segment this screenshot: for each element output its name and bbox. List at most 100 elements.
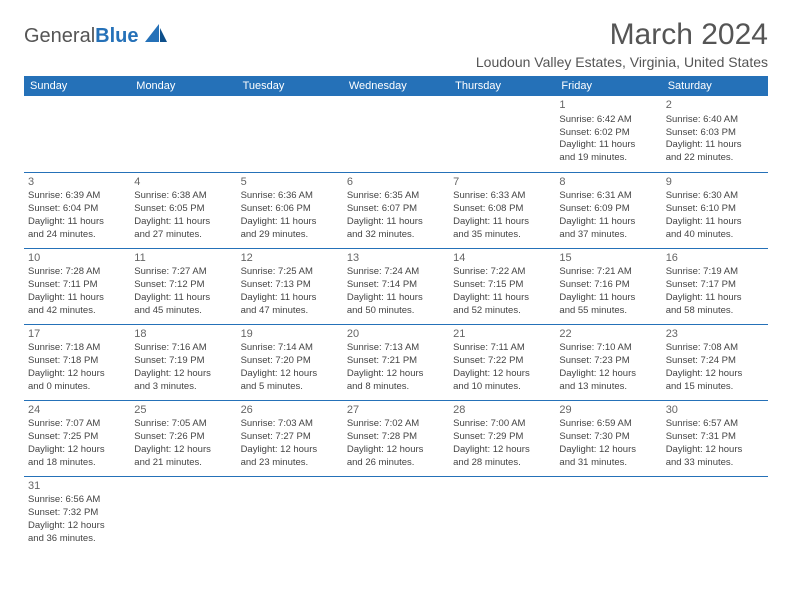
daylight-line: and 52 minutes.: [453, 305, 551, 318]
logo-text: GeneralBlue: [24, 25, 139, 48]
daylight-line: and 40 minutes.: [666, 229, 764, 242]
empty-cell: [662, 476, 768, 552]
daylight-line: and 26 minutes.: [347, 457, 445, 470]
day-number: 26: [241, 403, 339, 418]
sunset-line: Sunset: 6:04 PM: [28, 203, 126, 216]
day-number: 18: [134, 327, 232, 342]
daylight-line: and 22 minutes.: [666, 152, 764, 165]
sunset-line: Sunset: 7:29 PM: [453, 431, 551, 444]
day-number: 22: [559, 327, 657, 342]
daylight-line: and 58 minutes.: [666, 305, 764, 318]
daylight-line: Daylight: 11 hours: [241, 292, 339, 305]
day-number: 21: [453, 327, 551, 342]
sunrise-line: Sunrise: 7:00 AM: [453, 418, 551, 431]
day-cell: 24Sunrise: 7:07 AMSunset: 7:25 PMDayligh…: [24, 400, 130, 476]
empty-cell: [237, 476, 343, 552]
logo-text-gray: General: [24, 25, 95, 47]
daylight-line: Daylight: 12 hours: [241, 444, 339, 457]
day-cell: 30Sunrise: 6:57 AMSunset: 7:31 PMDayligh…: [662, 400, 768, 476]
daylight-line: and 28 minutes.: [453, 457, 551, 470]
day-cell: 20Sunrise: 7:13 AMSunset: 7:21 PMDayligh…: [343, 324, 449, 400]
daylight-line: Daylight: 11 hours: [559, 216, 657, 229]
sunrise-line: Sunrise: 6:56 AM: [28, 494, 126, 507]
daylight-line: Daylight: 11 hours: [666, 292, 764, 305]
daylight-line: Daylight: 11 hours: [453, 216, 551, 229]
day-number: 30: [666, 403, 764, 418]
location: Loudoun Valley Estates, Virginia, United…: [476, 54, 768, 70]
day-header: Tuesday: [237, 76, 343, 96]
day-cell: 16Sunrise: 7:19 AMSunset: 7:17 PMDayligh…: [662, 248, 768, 324]
day-header: Monday: [130, 76, 236, 96]
daylight-line: Daylight: 12 hours: [241, 368, 339, 381]
sunrise-line: Sunrise: 7:05 AM: [134, 418, 232, 431]
header: GeneralBlue March 2024 Loudoun Valley Es…: [24, 18, 768, 70]
day-cell: 22Sunrise: 7:10 AMSunset: 7:23 PMDayligh…: [555, 324, 661, 400]
day-cell: 7Sunrise: 6:33 AMSunset: 6:08 PMDaylight…: [449, 172, 555, 248]
calendar-row: 17Sunrise: 7:18 AMSunset: 7:18 PMDayligh…: [24, 324, 768, 400]
daylight-line: and 31 minutes.: [559, 457, 657, 470]
logo-text-blue: Blue: [95, 25, 138, 47]
daylight-line: and 37 minutes.: [559, 229, 657, 242]
daylight-line: and 27 minutes.: [134, 229, 232, 242]
sunrise-line: Sunrise: 7:16 AM: [134, 342, 232, 355]
day-cell: 29Sunrise: 6:59 AMSunset: 7:30 PMDayligh…: [555, 400, 661, 476]
sunset-line: Sunset: 7:26 PM: [134, 431, 232, 444]
day-cell: 23Sunrise: 7:08 AMSunset: 7:24 PMDayligh…: [662, 324, 768, 400]
day-cell: 6Sunrise: 6:35 AMSunset: 6:07 PMDaylight…: [343, 172, 449, 248]
daylight-line: Daylight: 11 hours: [559, 139, 657, 152]
day-cell: 25Sunrise: 7:05 AMSunset: 7:26 PMDayligh…: [130, 400, 236, 476]
sunrise-line: Sunrise: 7:28 AM: [28, 266, 126, 279]
sunset-line: Sunset: 7:31 PM: [666, 431, 764, 444]
daylight-line: Daylight: 12 hours: [559, 444, 657, 457]
sunrise-line: Sunrise: 6:36 AM: [241, 190, 339, 203]
sunrise-line: Sunrise: 6:30 AM: [666, 190, 764, 203]
day-number: 14: [453, 251, 551, 266]
sunset-line: Sunset: 6:09 PM: [559, 203, 657, 216]
sunset-line: Sunset: 7:14 PM: [347, 279, 445, 292]
day-number: 16: [666, 251, 764, 266]
calendar-row: 10Sunrise: 7:28 AMSunset: 7:11 PMDayligh…: [24, 248, 768, 324]
sunrise-line: Sunrise: 7:25 AM: [241, 266, 339, 279]
daylight-line: and 32 minutes.: [347, 229, 445, 242]
day-number: 5: [241, 175, 339, 190]
daylight-line: and 24 minutes.: [28, 229, 126, 242]
day-number: 20: [347, 327, 445, 342]
sunrise-line: Sunrise: 6:35 AM: [347, 190, 445, 203]
daylight-line: Daylight: 12 hours: [347, 368, 445, 381]
calendar-row: 31Sunrise: 6:56 AMSunset: 7:32 PMDayligh…: [24, 476, 768, 552]
sunset-line: Sunset: 7:30 PM: [559, 431, 657, 444]
sunset-line: Sunset: 7:17 PM: [666, 279, 764, 292]
day-number: 23: [666, 327, 764, 342]
sunrise-line: Sunrise: 6:39 AM: [28, 190, 126, 203]
empty-cell: [555, 476, 661, 552]
daylight-line: and 15 minutes.: [666, 381, 764, 394]
sunset-line: Sunset: 7:15 PM: [453, 279, 551, 292]
daylight-line: Daylight: 12 hours: [453, 444, 551, 457]
day-number: 11: [134, 251, 232, 266]
day-cell: 10Sunrise: 7:28 AMSunset: 7:11 PMDayligh…: [24, 248, 130, 324]
daylight-line: and 50 minutes.: [347, 305, 445, 318]
day-header-row: SundayMondayTuesdayWednesdayThursdayFrid…: [24, 76, 768, 96]
sunset-line: Sunset: 7:11 PM: [28, 279, 126, 292]
day-number: 12: [241, 251, 339, 266]
day-cell: 12Sunrise: 7:25 AMSunset: 7:13 PMDayligh…: [237, 248, 343, 324]
sunset-line: Sunset: 7:19 PM: [134, 355, 232, 368]
day-number: 7: [453, 175, 551, 190]
daylight-line: and 3 minutes.: [134, 381, 232, 394]
month-title: March 2024: [476, 18, 768, 52]
day-number: 1: [559, 98, 657, 113]
daylight-line: Daylight: 12 hours: [28, 368, 126, 381]
sunset-line: Sunset: 6:03 PM: [666, 127, 764, 140]
day-cell: 2Sunrise: 6:40 AMSunset: 6:03 PMDaylight…: [662, 96, 768, 172]
sunrise-line: Sunrise: 6:57 AM: [666, 418, 764, 431]
sunset-line: Sunset: 7:25 PM: [28, 431, 126, 444]
day-cell: 1Sunrise: 6:42 AMSunset: 6:02 PMDaylight…: [555, 96, 661, 172]
sunset-line: Sunset: 7:22 PM: [453, 355, 551, 368]
day-cell: 18Sunrise: 7:16 AMSunset: 7:19 PMDayligh…: [130, 324, 236, 400]
day-cell: 31Sunrise: 6:56 AMSunset: 7:32 PMDayligh…: [24, 476, 130, 552]
day-cell: 5Sunrise: 6:36 AMSunset: 6:06 PMDaylight…: [237, 172, 343, 248]
sunset-line: Sunset: 7:13 PM: [241, 279, 339, 292]
empty-cell: [343, 96, 449, 172]
daylight-line: and 42 minutes.: [28, 305, 126, 318]
day-header: Sunday: [24, 76, 130, 96]
